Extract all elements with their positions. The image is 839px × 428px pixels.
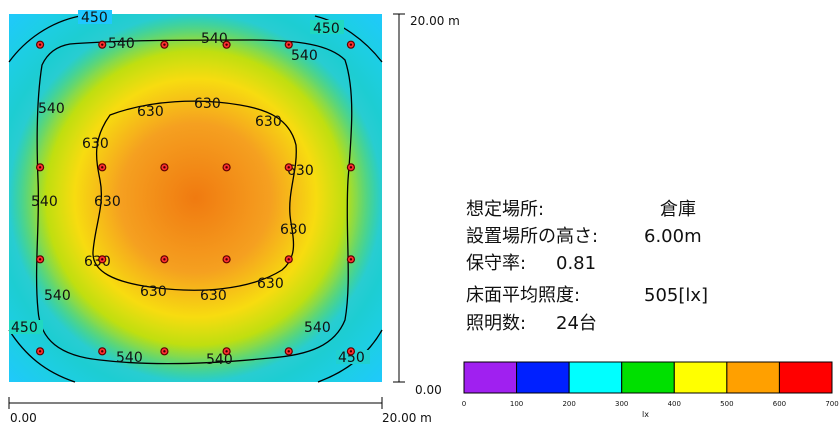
color-scale-tick: 600 [772,400,787,408]
color-scale-tick: 100 [509,400,524,408]
luminaire-marker-center [38,350,42,353]
info-row-height: 設置場所の高さ: 6.00m [466,226,702,248]
info-row-location: 想定場所: 倉庫 [466,199,696,221]
contour-label: 450 [338,350,365,366]
contour-label: 540 [304,320,331,336]
contour-label: 630 [84,254,111,270]
contour-label: 450 [11,320,38,336]
contour-label: 540 [108,36,135,52]
contour-lines [8,15,383,383]
y-max-label: 20.00 m [410,14,460,28]
info-value: 6.00m [644,226,702,247]
contour-450-top-right [314,15,383,63]
contour-label: 630 [82,136,109,152]
floor-heatmap-edge [9,14,382,382]
info-row-maintenance: 保守率: 0.81 [466,253,596,275]
luminaire-marker-center [38,258,42,261]
color-scale-tick: 500 [720,400,734,408]
contour-label: 540 [206,352,233,368]
y-min-label: 0.00 [415,383,442,397]
info-value: 24台 [556,313,597,334]
info-label: 床面平均照度: [466,285,581,306]
contour-label: 540 [116,350,143,366]
info-row-average: 床面平均照度: 505[lx] [466,285,708,307]
luminaire-marker-center [287,350,290,353]
contour-label: 630 [200,288,227,304]
info-row-count: 照明数: 24台 [466,313,597,335]
luminaire-marker-center [101,43,104,46]
luminaire-marker-center [38,166,42,169]
contour-label: 540 [44,288,71,304]
luminaire-marker-center [101,166,104,169]
color-scale-segment [621,361,675,394]
info-label: 照明数: [466,313,527,334]
luminaire-marker-center [349,350,353,353]
info-label: 想定場所: [466,199,545,220]
contour-label: 540 [31,194,58,210]
contour-label: 450 [81,10,108,26]
luminaire-marker-center [349,43,353,46]
info-value: 0.81 [556,253,597,274]
color-scale-segment [463,361,518,394]
contour-450-bottom-left [8,329,76,383]
luminaire-marker-center [287,166,290,169]
contour-label: 540 [201,31,228,47]
luminaire-marker-center [38,43,42,46]
contour-label: 540 [38,101,65,117]
x-axis [8,397,383,409]
color-scale-segment [778,361,833,394]
contour-label: 630 [94,194,121,210]
color-scale-segment [516,361,570,394]
color-scale-segment [673,361,728,394]
info-label: 保守率: [466,253,527,274]
color-scale-tick: 700 [825,400,839,408]
luminaire-marker-center [225,350,228,353]
contour-label: 540 [291,48,318,64]
info-value: 倉庫 [660,199,696,220]
luminaire-marker-center [287,43,290,46]
luminaire-markers [35,40,356,356]
x-max-label: 20.00 m [382,411,432,425]
color-scale-tick: 400 [667,400,681,408]
info-label: 設置場所の高さ: [466,226,599,247]
contour-450-top-left [8,15,81,63]
luminaire-marker-center [163,350,166,353]
luminaire-marker-center [101,350,104,353]
luminaire-marker-center [287,258,290,261]
contour-label: 630 [255,114,282,130]
luminaire-marker-center [101,258,104,261]
luminaire-marker-center [349,166,353,169]
luminaire-marker-center [225,258,228,261]
luminaire-marker-center [349,258,353,261]
luminaire-marker-center [163,258,166,261]
color-scale-bar [463,361,833,394]
color-scale-segment [568,361,623,394]
contour-label: 450 [313,21,340,37]
contour-label: 630 [137,104,164,120]
color-scale-tick: 300 [615,400,629,408]
color-scale-tick: 200 [562,400,576,408]
contour-label: 630 [257,276,284,292]
contour-630 [92,100,297,291]
luminaire-marker-center [225,43,228,46]
contour-label: 630 [287,163,314,179]
y-axis [393,13,405,383]
contour-540 [35,39,353,365]
contour-label: 630 [280,222,307,238]
luminaire-marker-center [163,43,166,46]
contour-labels: 450 450 540 540 540 540 540 540 540 540 … [9,10,370,368]
luminaire-marker-center [225,166,228,169]
color-scale-segment [726,361,780,394]
x-min-label: 0.00 [10,411,37,425]
luminaire-marker-center [163,166,166,169]
color-scale-unit: lx [642,410,649,419]
contour-label: 630 [194,96,221,112]
info-value: 505[lx] [644,285,709,306]
color-scale-tick: 0 [461,400,467,408]
contour-label: 630 [140,284,167,300]
